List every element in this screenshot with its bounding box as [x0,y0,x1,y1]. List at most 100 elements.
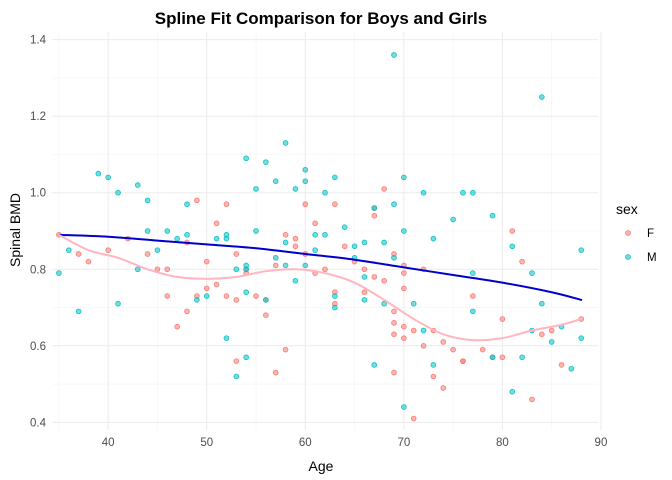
data-point-f [371,212,378,219]
data-point-f [391,331,397,338]
data-point-m [489,354,496,361]
data-point-f [391,308,397,315]
chart-title: Spline Fit Comparison for Boys and Girls [155,9,488,28]
data-point-m [578,335,585,341]
data-point-m [272,178,279,185]
data-point-m [272,254,279,261]
data-point-f [499,354,506,361]
data-point-m [470,308,476,315]
data-point-f [302,201,309,208]
data-point-m [381,239,387,246]
data-point-f [144,251,151,257]
data-point-m [401,228,407,234]
data-point-f [460,358,466,364]
data-point-m [115,189,121,196]
data-point-f [164,293,171,299]
data-point-m [312,247,318,253]
data-point-f [292,235,299,242]
data-point-f [341,243,348,250]
data-point-f [253,293,259,299]
data-point-f [322,266,328,273]
data-point-m [371,362,378,368]
data-point-m [410,300,417,307]
fit-line-f [57,233,583,342]
data-point-m [144,197,151,204]
data-point-m [430,362,437,368]
data-point-m [253,228,259,234]
data-point-f [223,293,230,299]
data-point-f [440,385,447,391]
data-point-m [292,277,299,284]
data-point-m [174,235,180,242]
data-point-m [134,182,141,188]
data-point-f [479,346,486,353]
data-point-m [253,186,259,192]
data-point-m [233,373,240,380]
data-point-f [401,335,407,341]
data-point-m [263,297,269,303]
x-tick-label: 50 [200,437,213,449]
data-point-f [203,285,210,292]
data-point-m [243,354,249,361]
data-point-f [105,247,111,253]
data-points [56,52,585,422]
data-point-m [322,189,328,196]
grid [52,32,602,430]
data-point-m [351,243,358,250]
data-point-f [233,297,240,303]
data-point-m [509,243,516,250]
data-point-f [272,262,279,269]
data-point-m [548,339,555,345]
data-point-f [381,277,387,284]
data-point-f [558,362,565,368]
legend-title: sex [616,201,638,217]
x-tick-label: 90 [595,437,608,449]
data-point-f [85,258,92,265]
fit-line-m [57,233,583,301]
data-point-f [499,316,506,322]
data-point-f [470,293,476,299]
data-point-m [322,232,328,238]
data-point-m [509,388,516,395]
data-point-m [302,166,309,173]
data-point-m [233,266,240,273]
data-point-f [430,373,437,380]
data-point-m [489,212,496,219]
data-point-f [401,285,407,292]
data-point-m [361,274,368,280]
data-point-m [184,201,190,208]
data-point-f [509,228,516,234]
data-point-m [519,354,525,361]
data-point-m [95,170,102,177]
data-point-m [243,266,249,273]
data-point-f [401,270,407,276]
data-point-f [213,220,220,227]
data-point-f [203,258,210,265]
data-point-m [282,262,289,269]
data-point-m [460,189,466,196]
y-tick-label: 1.2 [30,111,46,123]
data-point-m [223,335,230,341]
x-axis-title: Age [309,458,334,474]
data-point-f [391,320,397,326]
data-point-f [174,323,180,330]
data-point-f [223,201,230,208]
data-point-f [410,327,417,334]
data-point-m [302,178,309,185]
data-point-m [56,270,62,276]
data-point-m [401,404,407,410]
y-tick-label: 0.4 [30,417,47,429]
data-point-m [470,189,476,196]
data-point-f [164,266,171,273]
x-tick-label: 60 [299,437,312,449]
data-point-m [529,270,535,276]
fit-lines [57,233,583,342]
data-point-f [282,232,289,238]
data-point-f [312,220,318,227]
data-point-m [332,293,338,299]
data-point-f [332,201,338,208]
legend-key-f [625,230,631,236]
data-point-m [332,304,338,311]
data-point-m [75,308,82,315]
